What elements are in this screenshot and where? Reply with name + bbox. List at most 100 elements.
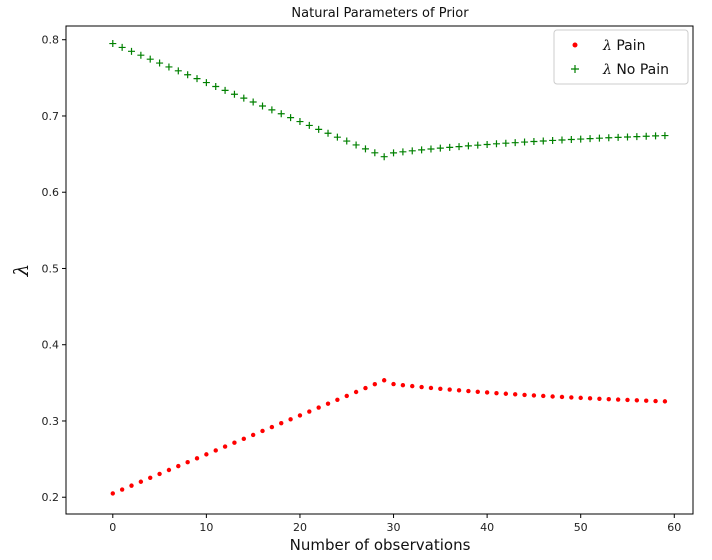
data-point [260,428,265,434]
data-point [138,479,144,484]
data-point [372,381,378,387]
data-point [165,63,173,71]
data-point [577,135,585,143]
data-point [268,106,276,114]
data-point [250,432,256,438]
data-point [511,139,519,147]
data-point [241,436,247,442]
legend-label: λ No Pain [602,62,669,78]
data-point [586,135,594,143]
data-point [615,397,621,402]
data-point [633,133,641,141]
data-point [530,138,538,146]
data-point [156,59,164,67]
data-point [578,395,583,401]
data-point [184,71,192,79]
data-point [212,82,220,90]
data-point [269,424,275,430]
data-point [661,132,669,140]
data-point [352,141,360,149]
data-point [399,148,407,156]
data-point [315,125,323,133]
data-point [193,75,201,83]
data-point [484,390,490,395]
data-point [166,467,172,473]
data-point [194,456,200,461]
data-point [296,118,304,126]
y-axis: 0.2 0.3 0.4 0.5 0.6 0.7 0.8 [42,34,66,504]
data-point [363,385,368,391]
y-axis-label: λ [9,264,33,278]
data-point [176,463,181,469]
data-point [185,460,190,465]
data-point [531,393,537,398]
data-point [119,487,125,492]
data-point [625,397,630,403]
data-point [333,133,341,141]
data-point [249,98,257,106]
data-point [137,51,145,59]
data-point [567,136,575,144]
data-point [634,398,640,403]
data-point [391,381,396,387]
data-point [522,392,527,398]
data-point [259,102,267,110]
data-point [335,397,340,402]
data-point [344,393,349,399]
x-tick-label: 0 [109,521,116,534]
data-point [502,139,510,147]
data-point [148,475,153,480]
data-point [438,386,443,391]
data-point [446,143,454,151]
data-point [316,405,321,410]
data-point [110,491,115,496]
data-point [483,140,491,148]
data-point [436,144,444,152]
data-point [418,146,426,154]
data-point [128,47,136,55]
data-point [202,79,210,87]
y-tick-label: 0.5 [42,262,60,275]
data-point [204,452,209,457]
data-point [408,147,416,155]
data-point [353,389,359,395]
data-point [662,399,668,404]
data-point [541,393,546,399]
data-point [475,389,480,394]
legend-marker-dot [572,42,578,48]
data-point [232,440,237,445]
y-tick-label: 0.2 [42,491,60,504]
y-tick-label: 0.4 [42,339,60,352]
data-point [325,401,331,406]
data-point [157,471,162,477]
data-point [288,417,293,422]
data-point [287,114,295,122]
legend-marker-plus [571,65,579,73]
data-point [174,67,182,75]
data-point [109,40,117,48]
data-point [549,136,557,144]
data-point [466,388,471,394]
y-tick-label: 0.8 [42,34,60,47]
series-layer [109,40,669,496]
data-point [559,394,565,400]
data-point [550,394,555,399]
data-point [642,132,650,140]
x-tick-label: 10 [199,521,213,534]
legend: λ Pain λ No Pain [553,29,689,85]
data-point [371,149,379,157]
data-point [381,378,387,383]
data-point [606,396,611,402]
chart-title: Natural Parameters of Prior [291,6,469,21]
data-point [277,110,285,118]
data-point [521,138,529,146]
data-point [428,385,434,391]
x-axis: 0 10 20 30 40 50 60 [109,514,681,534]
y-tick-label: 0.3 [42,415,60,428]
legend-box [553,29,689,85]
data-point [455,143,463,151]
data-point [222,444,228,449]
data-point [213,448,218,453]
legend-label: λ Pain [602,38,645,54]
